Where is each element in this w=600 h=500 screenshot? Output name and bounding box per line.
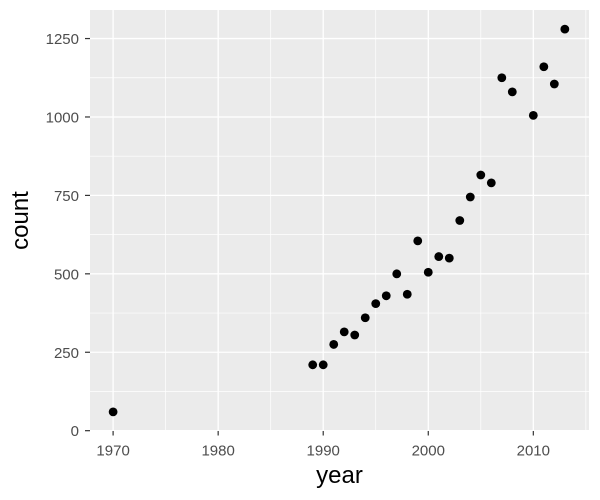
plot-panel: [90, 10, 589, 431]
data-point: [329, 340, 339, 349]
data-point: [339, 327, 349, 337]
data-point: [360, 313, 370, 323]
data-point: [476, 170, 486, 180]
data-point: [444, 253, 454, 263]
y-axis-title: count: [7, 191, 34, 250]
y-tick-label: 250: [54, 345, 79, 362]
data-point: [318, 360, 328, 370]
x-tick-label: 2010: [517, 443, 550, 460]
data-point: [528, 111, 538, 120]
y-tick-label: 750: [54, 188, 79, 205]
data-point: [434, 252, 444, 261]
data-point: [560, 24, 570, 34]
x-tick-label: 1980: [201, 443, 234, 460]
data-point: [350, 330, 360, 340]
y-tick-label: 0: [71, 423, 79, 440]
data-point: [413, 236, 423, 246]
x-axis-tick-labels: 1970 1980 1990 2000 2010: [96, 443, 550, 460]
data-point: [465, 192, 475, 202]
data-point: [371, 299, 381, 309]
data-point: [497, 73, 507, 83]
x-tick-label: 1970: [96, 443, 129, 460]
data-point: [308, 360, 318, 370]
data-point: [539, 62, 549, 72]
y-axis-tick-labels: 0 250 500 750 1000 1250: [46, 31, 79, 440]
data-point: [549, 79, 559, 89]
y-tick-label: 500: [54, 266, 79, 283]
data-point: [381, 291, 391, 301]
axis-tick-marks: [85, 37, 534, 436]
data-points-layer: [108, 24, 570, 417]
plot-panel-layer: [90, 10, 589, 431]
data-point: [392, 269, 402, 279]
data-point: [507, 87, 517, 97]
y-tick-label: 1000: [46, 109, 79, 126]
data-point: [402, 289, 412, 299]
data-point: [455, 216, 465, 225]
x-tick-label: 2000: [412, 443, 445, 460]
data-point: [486, 178, 496, 188]
x-axis-title: year: [316, 462, 363, 489]
data-point: [108, 407, 118, 417]
x-tick-label: 1990: [307, 443, 340, 460]
y-tick-label: 1250: [46, 31, 79, 48]
data-point: [423, 267, 433, 277]
